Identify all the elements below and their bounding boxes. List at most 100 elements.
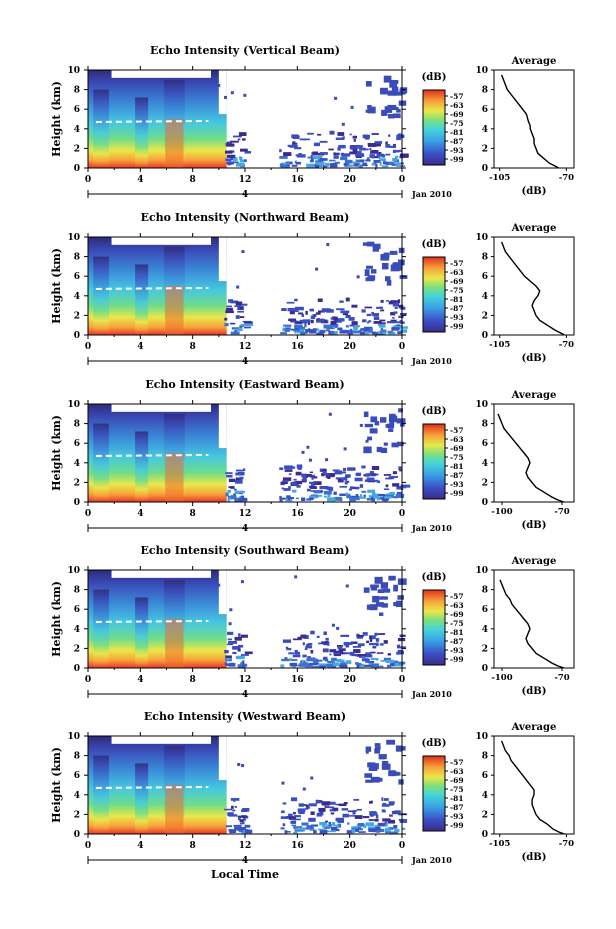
sparse-echo [386,664,392,668]
sparse-echo [349,146,359,149]
sparse-echo [372,595,380,603]
sparse-echo [366,477,371,480]
sparse-echo [386,279,392,286]
sparse-echo [237,762,241,766]
sparse-echo [353,138,356,142]
sparse-echo [294,326,299,331]
sparse-echo [307,656,311,658]
sparse-echo [329,649,337,653]
sparse-echo [380,659,390,662]
sparse-echo [217,583,221,587]
colorbar-tick-label: -69 [450,776,464,785]
sparse-echo [287,496,294,500]
sparse-echo [310,630,315,635]
sparse-echo [369,661,375,664]
sparse-echo [389,79,399,84]
sparse-echo [337,659,341,662]
sparse-echo [305,473,312,477]
y-axis-label: Height (km) [50,747,63,823]
sparse-echo [388,300,397,305]
sparse-echo [282,477,292,481]
sparse-echo [335,828,340,832]
sparse-echo [356,808,362,811]
sparse-echo [314,164,320,168]
sparse-echo [288,473,292,475]
sparse-echo [316,494,323,497]
sparse-echo [237,490,246,494]
sparse-echo [385,144,391,148]
sparse-echo [351,653,361,657]
day-axis-label: 4 [242,524,248,534]
sparse-echo [294,147,302,150]
sparse-echo [225,158,232,162]
sparse-echo [235,301,243,306]
sparse-echo [374,665,384,668]
sparse-echo [335,477,343,480]
sparse-echo [371,473,379,476]
intense-echo-core [165,119,184,168]
sparse-echo [279,163,284,168]
sparse-echo [382,802,387,806]
sparse-echo [227,489,232,493]
colorbar-tick-label: -99 [450,322,464,331]
sparse-echo [244,159,247,162]
sparse-echo [306,658,315,662]
sparse-echo [385,161,395,166]
sparse-echo [384,106,393,113]
sparse-echo [394,662,404,667]
sparse-echo [381,810,386,813]
sparse-echo [351,829,356,834]
sparse-echo [331,826,338,831]
sparse-echo [304,329,313,333]
sparse-echo [364,306,373,309]
sparse-echo [367,106,376,114]
sparse-echo [378,324,386,328]
sparse-echo [310,315,316,320]
sparse-echo [311,476,318,479]
sparse-echo [326,664,329,667]
sparse-echo [363,328,372,332]
sparse-echo [374,818,379,822]
sparse-echo [316,635,320,638]
sparse-echo [233,824,242,827]
sparse-echo [231,327,240,330]
sparse-echo [358,828,363,831]
y-tick-label: 0 [74,664,80,674]
sparse-echo [228,478,236,483]
sparse-echo [237,648,241,652]
panel-4: Echo Intensity (Westward Beam) 0 2 4 6 8 10 Hei… [50,710,575,866]
x-tick-label: 12 [239,175,252,185]
convective-column [135,431,149,502]
sparse-echo [342,813,350,818]
colorbar-tick-label: -81 [450,128,464,137]
sparse-echo [347,330,354,335]
sparse-echo [393,602,399,607]
sparse-echo [292,654,301,658]
colorbar-tick-label: -57 [450,426,464,435]
sparse-echo [307,156,313,159]
sparse-echo [371,493,380,497]
average-x-label: (dB) [522,353,547,364]
sparse-echo [382,498,388,502]
sparse-echo [392,660,399,665]
panel-title: Echo Intensity (Westward Beam) [144,710,346,723]
sparse-echo [369,636,373,640]
y-tick-label: 6 [74,105,80,115]
sparse-echo [337,132,345,136]
sparse-echo [345,480,350,483]
sparse-echo [298,326,305,330]
y-tick-label: 6 [74,771,80,781]
sparse-echo [318,807,326,812]
sparse-echo [370,584,379,588]
sparse-echo [368,767,378,772]
sparse-echo [282,324,292,327]
sparse-echo [329,159,336,162]
sparse-echo [230,91,234,95]
x-tick-label: 4 [137,342,143,352]
colorbar-tick-label: -57 [450,758,464,767]
colorbar-tick-label: -75 [450,453,464,462]
sparse-echo [233,161,239,164]
sparse-echo [365,750,369,754]
sparse-echo [376,306,383,309]
sparse-echo [350,161,357,164]
